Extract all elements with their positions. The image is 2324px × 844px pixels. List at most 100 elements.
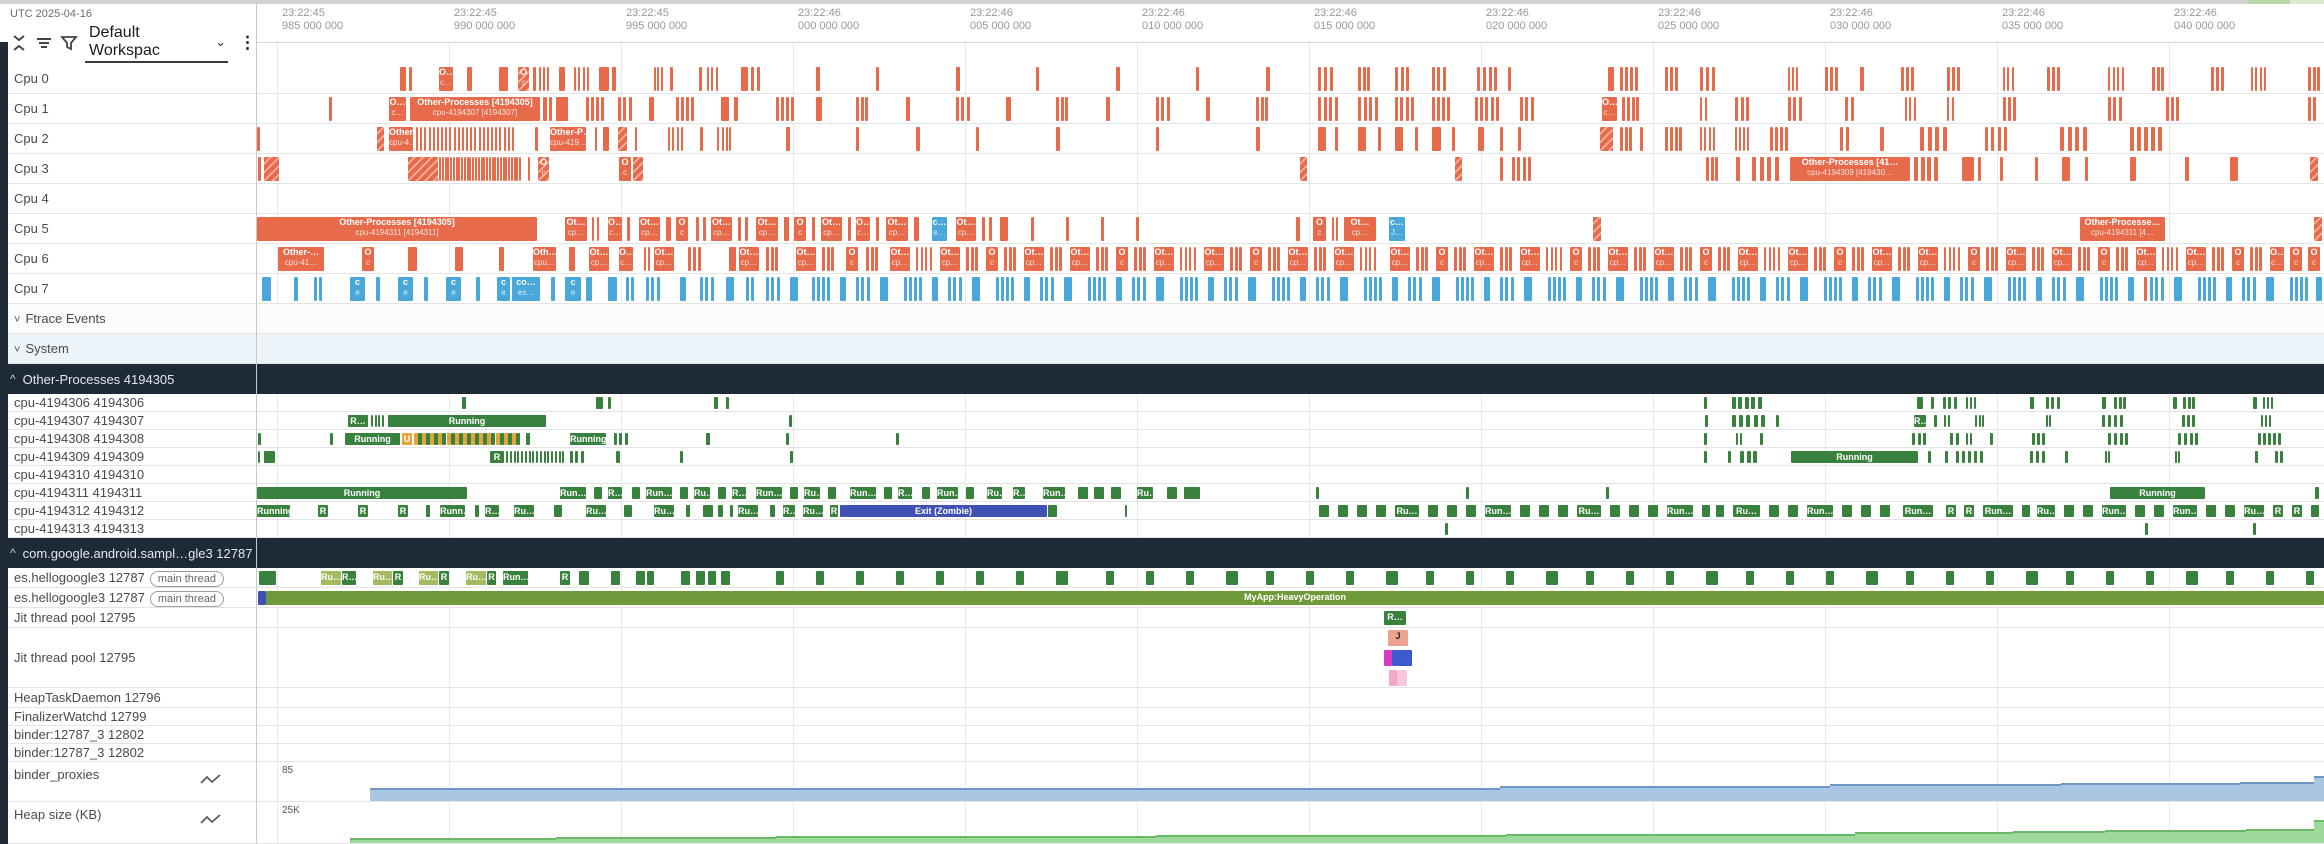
slice[interactable] xyxy=(1735,127,1737,151)
slice[interactable] xyxy=(1931,397,1934,409)
slice[interactable] xyxy=(1363,67,1366,91)
slice[interactable] xyxy=(426,433,430,445)
slice[interactable] xyxy=(578,67,580,91)
slice[interactable] xyxy=(1421,247,1424,271)
slice[interactable] xyxy=(519,157,521,181)
slice[interactable] xyxy=(2314,217,2322,241)
slice[interactable] xyxy=(1195,277,1198,301)
slice[interactable] xyxy=(262,277,271,301)
slice[interactable] xyxy=(1593,217,1601,241)
slice[interactable] xyxy=(721,571,730,585)
slice[interactable] xyxy=(458,127,460,151)
slice[interactable]: R xyxy=(398,505,408,517)
slice[interactable] xyxy=(474,127,476,151)
slice[interactable] xyxy=(1800,277,1808,301)
slice[interactable] xyxy=(1695,277,1698,301)
slice[interactable] xyxy=(556,97,568,121)
section-header-header-app[interactable]: ^ com.google.android.sampl…gle3 12787 xyxy=(0,538,2324,568)
slice[interactable] xyxy=(1116,277,1122,301)
slice[interactable] xyxy=(967,97,970,121)
slice[interactable] xyxy=(789,415,792,427)
slice[interactable] xyxy=(1732,277,1735,301)
slice[interactable] xyxy=(1189,247,1191,271)
slice[interactable] xyxy=(400,67,406,91)
slice[interactable] xyxy=(2161,277,2164,301)
slice[interactable]: R xyxy=(2292,505,2302,517)
slice[interactable] xyxy=(726,277,734,301)
slice[interactable] xyxy=(1985,127,1988,151)
slice[interactable] xyxy=(483,127,485,151)
slice[interactable] xyxy=(491,433,495,445)
slice[interactable] xyxy=(1799,97,1802,121)
slice[interactable] xyxy=(608,277,617,301)
slice[interactable] xyxy=(2146,571,2154,585)
slice[interactable] xyxy=(2151,127,2155,151)
slice[interactable] xyxy=(2198,277,2201,301)
slice[interactable] xyxy=(1978,157,1981,181)
slice[interactable] xyxy=(705,277,708,301)
track-content-thread-main-slices[interactable]: MyApp:HeavyOperation xyxy=(256,588,2324,608)
track-label-thread-cpu-4194313[interactable]: cpu-4194313 4194313 xyxy=(0,520,256,538)
slice[interactable] xyxy=(2108,415,2111,427)
slice[interactable] xyxy=(2041,247,2044,271)
slice[interactable]: Ot… cp… xyxy=(2186,247,2206,271)
slice[interactable] xyxy=(458,157,460,181)
slice[interactable] xyxy=(1778,247,1780,271)
slice[interactable] xyxy=(1735,97,1738,121)
trace-overview-minimap[interactable] xyxy=(0,0,2324,4)
slice[interactable] xyxy=(1369,247,1371,271)
slice[interactable] xyxy=(1846,127,1849,151)
slice[interactable] xyxy=(1966,433,1968,445)
slice[interactable]: Ot… cp… xyxy=(756,217,778,241)
track-label-thread-jit-slices[interactable]: Jit thread pool 12795 xyxy=(0,628,256,688)
slice[interactable] xyxy=(751,277,754,301)
slice[interactable]: Running xyxy=(2110,487,2205,499)
slice[interactable] xyxy=(1392,650,1412,666)
slice[interactable] xyxy=(1991,247,1994,271)
slice[interactable] xyxy=(1239,247,1242,271)
slice[interactable] xyxy=(1636,97,1639,121)
slice[interactable] xyxy=(1927,157,1931,181)
slice[interactable] xyxy=(526,433,530,445)
slice[interactable] xyxy=(2032,433,2035,445)
slice[interactable]: J xyxy=(1388,630,1408,646)
slice[interactable] xyxy=(822,277,825,301)
slice[interactable] xyxy=(681,97,684,121)
slice[interactable] xyxy=(1956,433,1959,445)
track-label-ftrace-events[interactable]: ˅ Ftrace Events xyxy=(0,304,256,334)
slice[interactable] xyxy=(1392,277,1398,301)
slice[interactable] xyxy=(1825,67,1828,91)
slice[interactable] xyxy=(2083,127,2087,151)
slice[interactable] xyxy=(2057,67,2060,91)
slice[interactable]: Ru… xyxy=(419,571,438,585)
slice[interactable]: Ot… cp… xyxy=(1070,247,1090,271)
slice[interactable] xyxy=(1926,277,1929,301)
slice[interactable] xyxy=(775,247,778,271)
slice[interactable] xyxy=(1425,247,1428,271)
slice[interactable] xyxy=(1105,247,1108,271)
slice[interactable] xyxy=(445,127,447,151)
slice[interactable]: Ru… xyxy=(694,487,710,499)
track-content-thread-cpu-4194312[interactable]: RunningRRRRunn…R…Ru…Ru…Ru…Ru…R…Ru…RExit … xyxy=(256,502,2324,520)
slice[interactable] xyxy=(1500,127,1503,151)
slice[interactable] xyxy=(1369,277,1372,301)
slice[interactable] xyxy=(1031,217,1034,241)
slice[interactable] xyxy=(1480,97,1483,121)
slice[interactable] xyxy=(654,67,656,91)
slice[interactable]: R xyxy=(318,505,328,517)
slice[interactable] xyxy=(1944,415,1946,427)
slice[interactable]: Runn… xyxy=(440,505,465,517)
slice[interactable] xyxy=(1668,277,1674,301)
slice[interactable] xyxy=(2266,277,2274,301)
slice[interactable] xyxy=(757,67,760,91)
slice[interactable] xyxy=(676,97,679,121)
slice[interactable] xyxy=(1640,277,1643,301)
slice[interactable] xyxy=(1944,277,1950,301)
slice[interactable] xyxy=(1823,247,1826,271)
slice[interactable] xyxy=(790,277,798,301)
slice[interactable] xyxy=(1101,217,1104,241)
slice[interactable] xyxy=(1336,217,1338,241)
